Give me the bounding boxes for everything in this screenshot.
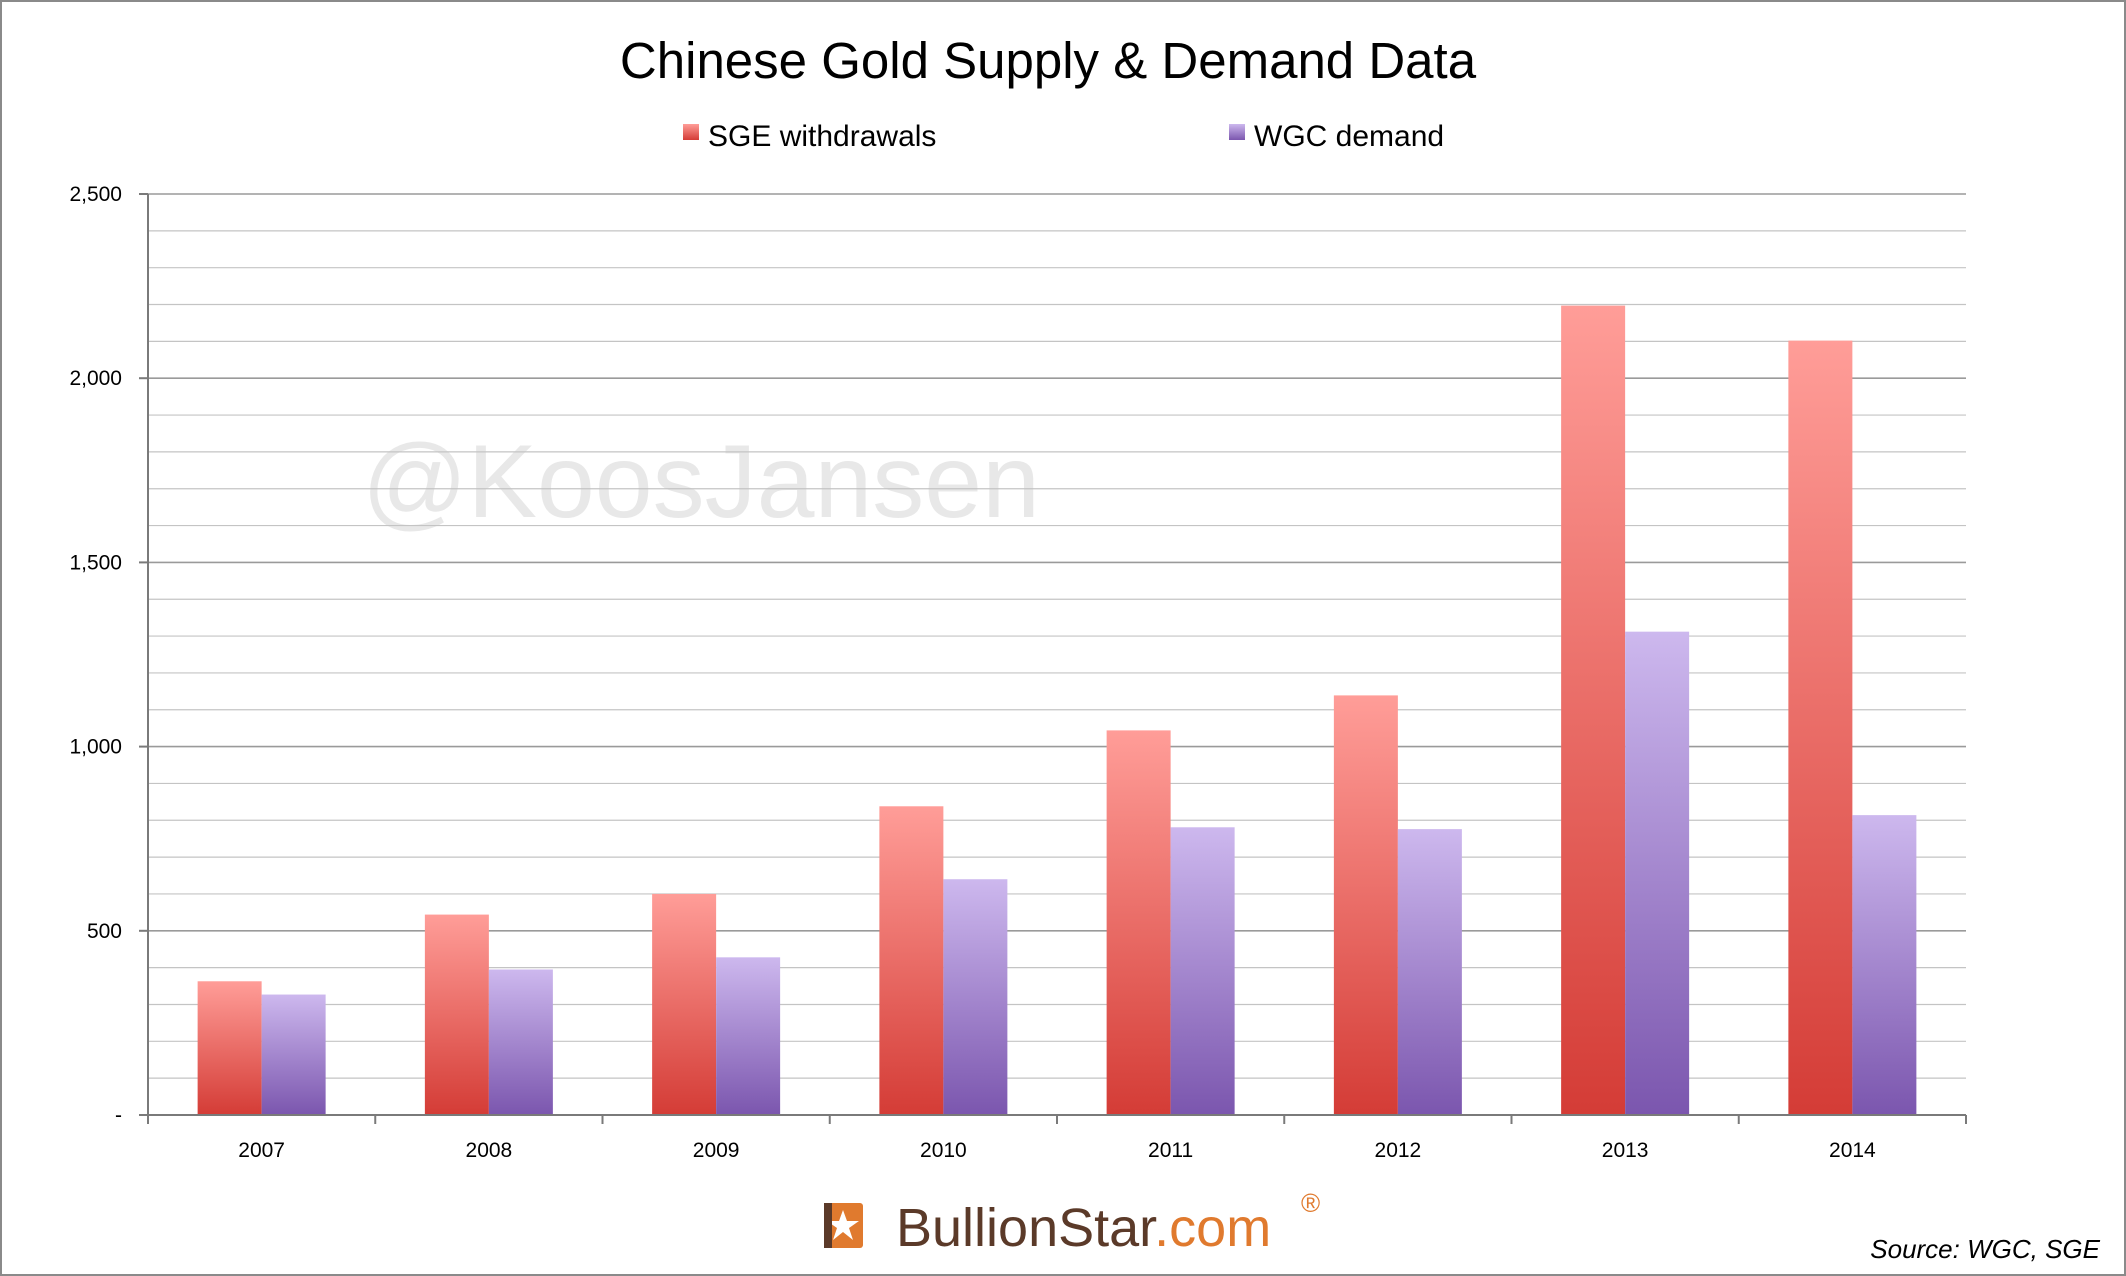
legend-swatch-sge [683,124,699,140]
bar-wgc-demand-2009 [716,957,781,1115]
bar-wgc-demand-2014 [1852,815,1917,1115]
y-tick-label: 2,000 [69,367,122,390]
bar-sge-withdrawals-2011 [1106,730,1171,1115]
y-tick-label: 500 [87,920,122,943]
registered-mark: ® [1301,1188,1320,1218]
bar-sge-withdrawals-2013 [1561,305,1626,1115]
x-tick-label: 2014 [1829,1139,1876,1162]
legend-label-sge: SGE withdrawals [708,120,936,153]
y-tick-label: 1,000 [69,736,122,759]
legend-swatch-wgc [1229,124,1245,140]
x-tick-label: 2012 [1375,1139,1422,1162]
x-tick-label: 2013 [1602,1139,1649,1162]
bar-sge-withdrawals-2009 [652,893,717,1115]
bar-sge-withdrawals-2008 [424,914,489,1115]
legend: SGE withdrawals WGC demand [683,120,1444,153]
axes [139,193,1967,1124]
brand-wordmark: BullionStar.com [896,1198,1271,1258]
brand-suffix: .com [1154,1198,1271,1258]
bar-wgc-demand-2008 [488,969,553,1115]
bar-wgc-demand-2013 [1625,631,1690,1115]
bar-wgc-demand-2011 [1170,827,1235,1115]
source-note: Source: WGC, SGE [1870,1234,2100,1264]
bar-wgc-demand-2012 [1397,829,1462,1115]
y-tick-label: 2,500 [69,183,122,206]
bar-wgc-demand-2007 [261,994,326,1115]
chart-title: Chinese Gold Supply & Demand Data [620,32,1477,89]
x-tick-label: 2007 [238,1139,285,1162]
brand-name: BullionStar [896,1198,1157,1258]
gridlines [148,193,1966,1079]
bar-sge-withdrawals-2014 [1788,340,1853,1116]
bar-sge-withdrawals-2012 [1333,695,1398,1115]
bars [197,305,1917,1116]
bar-sge-withdrawals-2010 [879,806,944,1115]
x-tick-label: 2010 [920,1139,967,1162]
legend-label-wgc: WGC demand [1254,120,1444,153]
y-tick-label: 1,500 [69,551,122,574]
x-tick-labels: 2007 2008 2009 2010 2011 2012 2013 2014 [238,1139,1876,1162]
x-tick-label: 2009 [693,1139,740,1162]
y-tick-label: - [115,1104,122,1127]
x-tick-label: 2011 [1148,1139,1193,1162]
bar-sge-withdrawals-2007 [197,981,262,1115]
x-tick-label: 2008 [466,1139,513,1162]
bullionstar-logo-icon [824,1203,863,1248]
bar-wgc-demand-2010 [943,879,1008,1115]
brand-logo: BullionStar.com ® [824,1188,1320,1258]
y-tick-labels: - 500 1,000 1,500 2,000 2,500 [69,183,122,1127]
watermark: @KoosJansen [362,424,1040,540]
